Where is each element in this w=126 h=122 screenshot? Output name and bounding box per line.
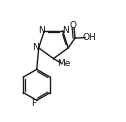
- Text: Me: Me: [58, 59, 71, 67]
- Text: O: O: [70, 21, 77, 30]
- Text: OH: OH: [83, 33, 96, 42]
- Text: N: N: [32, 43, 39, 52]
- Text: N: N: [38, 26, 44, 35]
- Text: N: N: [62, 26, 69, 35]
- Text: F: F: [31, 99, 36, 108]
